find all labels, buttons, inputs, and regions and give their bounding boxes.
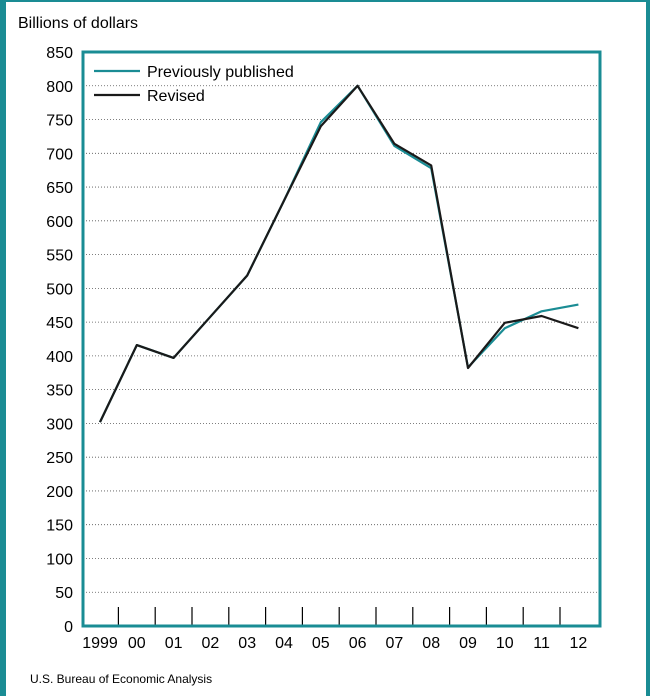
x-tick-label-07: 07 xyxy=(386,635,404,652)
x-tick-label-11: 11 xyxy=(533,635,550,652)
series-line-1 xyxy=(99,84,579,423)
plot-area xyxy=(81,50,602,628)
y-tick-label-250: 250 xyxy=(46,450,73,467)
x-tick-label-09: 09 xyxy=(459,635,477,652)
y-axis-label: Billions of dollars xyxy=(18,15,138,32)
y-tick-label-550: 550 xyxy=(46,248,73,265)
y-tick-label-100: 100 xyxy=(46,551,73,568)
legend: Previously published Revised xyxy=(94,64,294,105)
series-lines xyxy=(99,84,579,423)
x-tick-label-00: 00 xyxy=(128,635,146,652)
x-tick-label-1999: 1999 xyxy=(82,635,118,652)
legend-label-1: Revised xyxy=(147,88,205,105)
series-line-0 xyxy=(99,84,579,423)
x-tick-label-06: 06 xyxy=(349,635,367,652)
y-tick-label-350: 350 xyxy=(46,383,73,400)
y-tick-label-650: 650 xyxy=(46,180,73,197)
y-tick-label-600: 600 xyxy=(46,214,73,231)
y-tick-label-150: 150 xyxy=(46,518,73,535)
x-axis-ticks: 1999 00 01 02 03 04 05 06 07 08 09 10 11 12 xyxy=(82,607,587,652)
y-tick-label-800: 800 xyxy=(46,79,73,96)
x-tick-label-02: 02 xyxy=(202,635,220,652)
x-tick-label-01: 01 xyxy=(165,635,183,652)
x-tick-label-10: 10 xyxy=(496,635,514,652)
y-tick-label-200: 200 xyxy=(46,484,73,501)
x-tick-label-04: 04 xyxy=(275,635,293,652)
y-tick-label-500: 500 xyxy=(46,281,73,298)
y-tick-label-850: 850 xyxy=(46,45,73,62)
source-note: U.S. Bureau of Economic Analysis xyxy=(30,672,212,686)
y-tick-label-50: 50 xyxy=(55,585,73,602)
y-tick-label-750: 750 xyxy=(46,113,73,130)
y-tick-label-300: 300 xyxy=(46,416,73,433)
y-axis-ticks: 0 50 100 150 200 250 300 350 400 450 500 550 600 650 7… xyxy=(46,45,73,636)
x-tick-label-08: 08 xyxy=(422,635,440,652)
x-tick-label-03: 03 xyxy=(238,635,256,652)
y-tick-label-400: 400 xyxy=(46,349,73,366)
legend-label-0: Previously published xyxy=(147,64,294,81)
x-tick-label-12: 12 xyxy=(570,635,588,652)
y-tick-label-700: 700 xyxy=(46,146,73,163)
x-tick-label-05: 05 xyxy=(312,635,330,652)
gridlines xyxy=(83,85,600,593)
y-tick-label-0: 0 xyxy=(64,619,73,636)
y-tick-label-450: 450 xyxy=(46,315,73,332)
